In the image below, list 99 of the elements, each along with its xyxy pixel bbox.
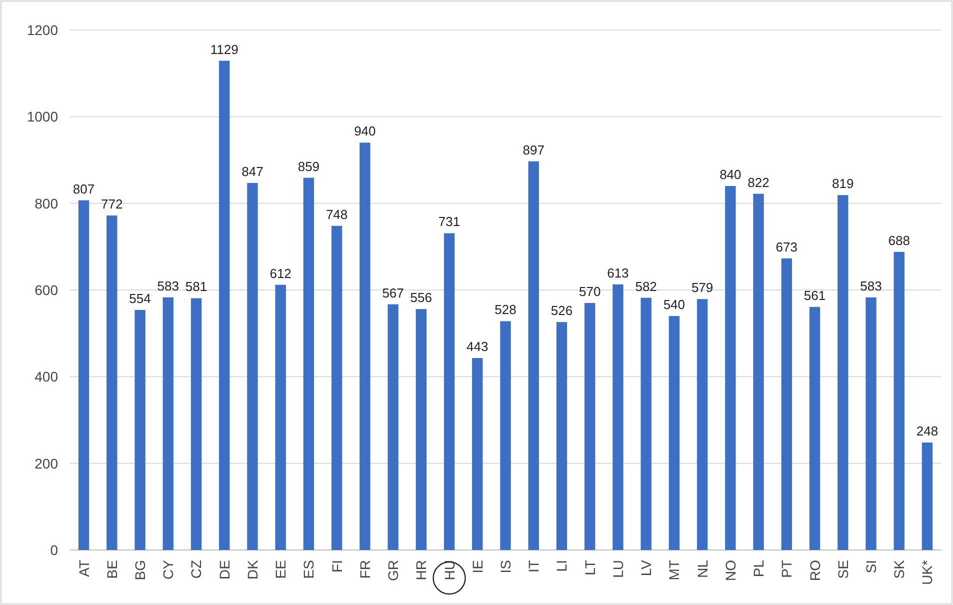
data-label: 567 [382,285,404,300]
bar [528,161,539,550]
x-tick-label: NO [722,560,738,581]
bar [388,304,398,550]
bar [416,309,426,550]
data-label: 540 [663,297,686,312]
data-label: 528 [494,302,516,318]
data-label: 579 [691,280,714,296]
x-tick-label: IE [469,560,486,574]
x-tick-label: HR [413,560,430,580]
bar [556,322,568,550]
bar [668,316,680,550]
data-label: 570 [578,284,601,299]
data-label: 819 [832,176,854,192]
x-tick-label: DE [216,560,232,580]
data-label: 526 [550,303,573,318]
x-tick-label: BE [104,560,120,579]
y-tick-label: 200 [34,455,58,472]
data-label: 673 [776,239,798,254]
y-tick-label: 0 [50,542,58,558]
x-tick-label: IS [498,560,514,574]
data-label: 561 [804,288,826,303]
bar [134,310,146,550]
data-label: 731 [438,214,460,230]
y-tick-label: 1200 [26,22,58,38]
data-label: 859 [298,158,320,174]
bar [640,298,652,550]
bar [725,186,736,550]
data-label: 613 [607,265,629,280]
bar [444,233,455,550]
x-tick-label: NL [694,560,710,578]
data-label: 688 [888,232,910,248]
x-tick-label: PT [778,560,795,578]
bar [360,142,370,550]
data-label: 807 [72,181,95,196]
y-tick-label: 800 [34,195,58,212]
x-tick-label: DK [244,559,260,580]
bar [696,299,708,550]
data-label: 940 [354,124,376,139]
data-label: 772 [101,196,123,212]
bar [894,252,904,550]
x-tick-label: LV [638,559,654,576]
data-label: 248 [916,424,938,439]
data-label: 840 [720,167,742,182]
bar [584,303,596,550]
bar [781,258,792,550]
bar [753,194,764,550]
bar [331,226,342,550]
bar [612,284,624,550]
data-label: 822 [748,174,770,190]
data-label: 554 [129,290,151,306]
bar [247,182,258,550]
data-label: 748 [326,206,348,222]
x-tick-label: AT [76,560,92,577]
x-tick-label: PL [750,560,767,578]
x-tick-label: UK* [919,559,936,585]
bar [866,297,876,550]
data-label: 581 [185,279,208,294]
bar [162,297,174,550]
x-tick-label: IT [526,560,542,572]
x-tick-label: LT [582,560,598,576]
bar [838,195,848,550]
y-tick-label: 400 [34,368,58,385]
bar [190,298,202,550]
data-label: 1129 [210,42,238,57]
x-tick-label: LI [554,560,570,572]
x-tick-label: BG [132,560,148,580]
x-tick-label: LU [610,560,626,578]
bar [78,200,90,550]
bar [275,284,286,550]
data-label: 847 [242,164,264,179]
data-label: 556 [410,290,432,306]
data-label: 583 [860,278,882,294]
x-tick-label: GR [385,560,402,581]
x-tick-label: MT [666,560,682,580]
y-tick-label: 600 [34,282,58,298]
bar [472,358,483,550]
data-label: 443 [466,339,488,354]
data-label: 582 [635,278,657,294]
x-tick-label: CY [160,559,176,580]
data-label: 583 [157,278,179,294]
data-label: 612 [270,266,292,281]
data-label: 897 [522,142,544,158]
bar [219,60,230,550]
bar [500,321,511,550]
x-tick-label: EE [272,560,289,579]
x-tick-label: SE [834,560,851,579]
bar [106,215,118,550]
x-tick-label: RO [806,560,823,581]
bar [809,306,820,550]
x-tick-label: FI [328,560,345,572]
y-tick-label: 1000 [26,108,58,125]
x-tick-label: SI [862,560,879,574]
x-tick-label: CZ [188,560,204,579]
bar [303,178,314,550]
x-tick-label: FR [356,560,373,579]
x-tick-label: SK [891,559,908,579]
bar [922,442,933,550]
x-tick-label: ES [300,560,317,579]
